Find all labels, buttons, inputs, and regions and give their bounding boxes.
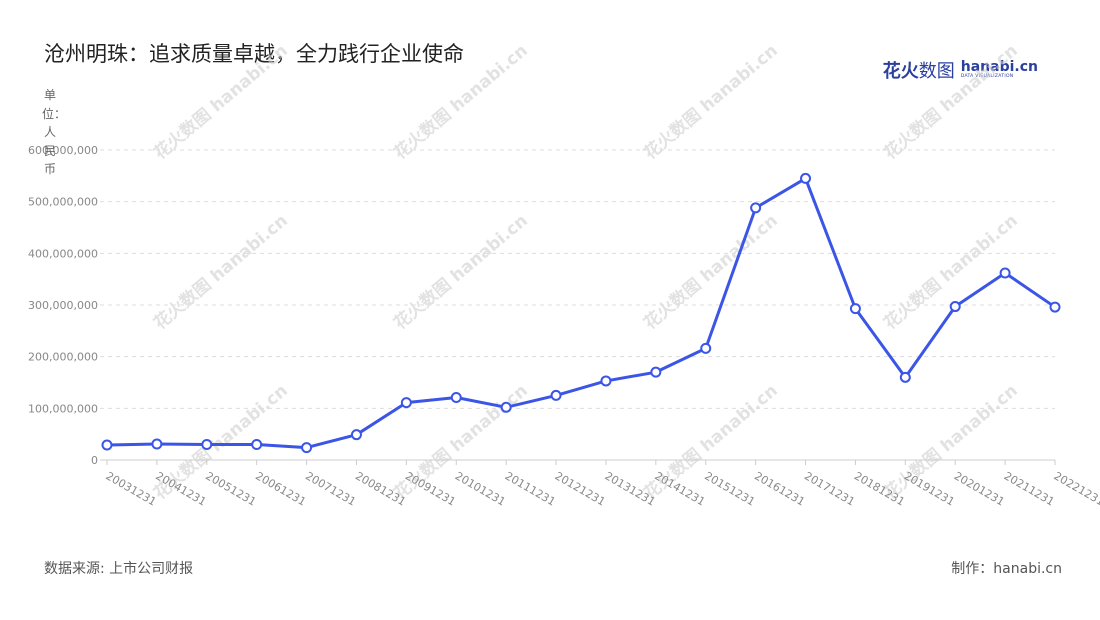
data-point[interactable]	[700, 342, 712, 354]
data-point[interactable]	[550, 389, 562, 401]
logo-en-block: hanabi.cn DATA VISUALIZATION	[961, 60, 1038, 80]
data-point[interactable]	[999, 267, 1011, 279]
x-tick-label: 20051231	[203, 469, 258, 508]
data-point[interactable]	[750, 202, 762, 214]
x-tick-label: 20061231	[253, 469, 308, 508]
data-point[interactable]	[500, 401, 512, 413]
y-tick-label: 200,000,000	[28, 351, 98, 364]
watermark-text: 花火数图 hanabi.cn	[880, 40, 1022, 164]
logo-en-text: hanabi.cn	[960, 59, 1038, 76]
data-point[interactable]	[899, 371, 911, 383]
x-axis: 2003123120041231200512312006123120071231…	[100, 459, 1100, 509]
grid-lines	[100, 149, 1055, 409]
series-line	[106, 176, 1056, 450]
x-tick-label: 20101231	[453, 469, 508, 508]
y-tick-label: 100,000,000	[28, 402, 98, 415]
x-tick-label: 20201231	[952, 469, 1007, 508]
x-tick-label: 20151231	[702, 469, 757, 508]
y-axis-unit-label: 单位：人民币	[42, 88, 67, 176]
watermark-layer: 花火数图 hanabi.cn 花火数图 hanabi.cn 花火数图 hanabi.…	[150, 40, 1022, 504]
data-point[interactable]	[350, 429, 362, 441]
data-point[interactable]	[450, 391, 462, 403]
x-tick-label: 20161231	[752, 469, 807, 508]
y-tick-label: 500,000,000	[28, 196, 98, 209]
data-point[interactable]	[400, 397, 412, 409]
watermark-text: 花火数图 hanabi.cn	[390, 210, 532, 334]
data-point[interactable]	[600, 375, 612, 387]
data-point[interactable]	[301, 442, 313, 454]
x-tick-label: 20221231	[1052, 469, 1100, 508]
data-point[interactable]	[201, 439, 213, 450]
x-tick-label: 20171231	[802, 469, 857, 508]
data-point[interactable]	[151, 438, 163, 450]
watermark-text: 花火数图 hanabi.cn	[150, 40, 292, 164]
logo-cn-text: 花火数图	[882, 61, 955, 82]
x-tick-label: 20071231	[303, 469, 358, 508]
watermark-text: 花火数图 hanabi.cn	[880, 380, 1022, 504]
data-point[interactable]	[251, 439, 263, 450]
brand-logo: 花火数图 hanabi.cn DATA VISUALIZATION	[883, 56, 1038, 84]
watermark-text: 花火数图 hanabi.cn	[640, 40, 782, 164]
x-tick-label: 20111231	[503, 469, 558, 508]
watermark-text: 花火数图 hanabi.cn	[150, 210, 292, 334]
watermark-text: 花火数图 hanabi.cn	[390, 40, 532, 164]
x-tick-label: 20211231	[1002, 469, 1057, 508]
data-point[interactable]	[650, 366, 662, 378]
x-tick-label: 20121231	[553, 469, 608, 508]
y-tick-label: 0	[91, 454, 98, 467]
series-layer	[101, 172, 1061, 454]
y-tick-label: 600,000,000	[28, 144, 98, 157]
y-tick-label: 400,000,000	[28, 247, 98, 260]
data-source: 数据来源: 上市公司财报	[44, 561, 194, 577]
data-point[interactable]	[849, 303, 861, 315]
data-point[interactable]	[800, 172, 812, 184]
data-point[interactable]	[101, 439, 113, 451]
y-tick-label: 300,000,000	[28, 299, 98, 312]
y-axis: 0 100,000,000 200,000,000 300,000,000 400,00…	[28, 144, 98, 467]
logo-subtext: DATA VISUALIZATION	[960, 74, 1014, 80]
watermark-text: 花火数图 hanabi.cn	[640, 210, 782, 334]
data-point[interactable]	[949, 301, 961, 313]
data-point[interactable]	[1049, 301, 1061, 313]
made-by: 制作：hanabi.cn	[951, 561, 1062, 577]
chart-title: 沧州明珠：追求质量卓越，全力践行企业使命	[44, 42, 464, 66]
